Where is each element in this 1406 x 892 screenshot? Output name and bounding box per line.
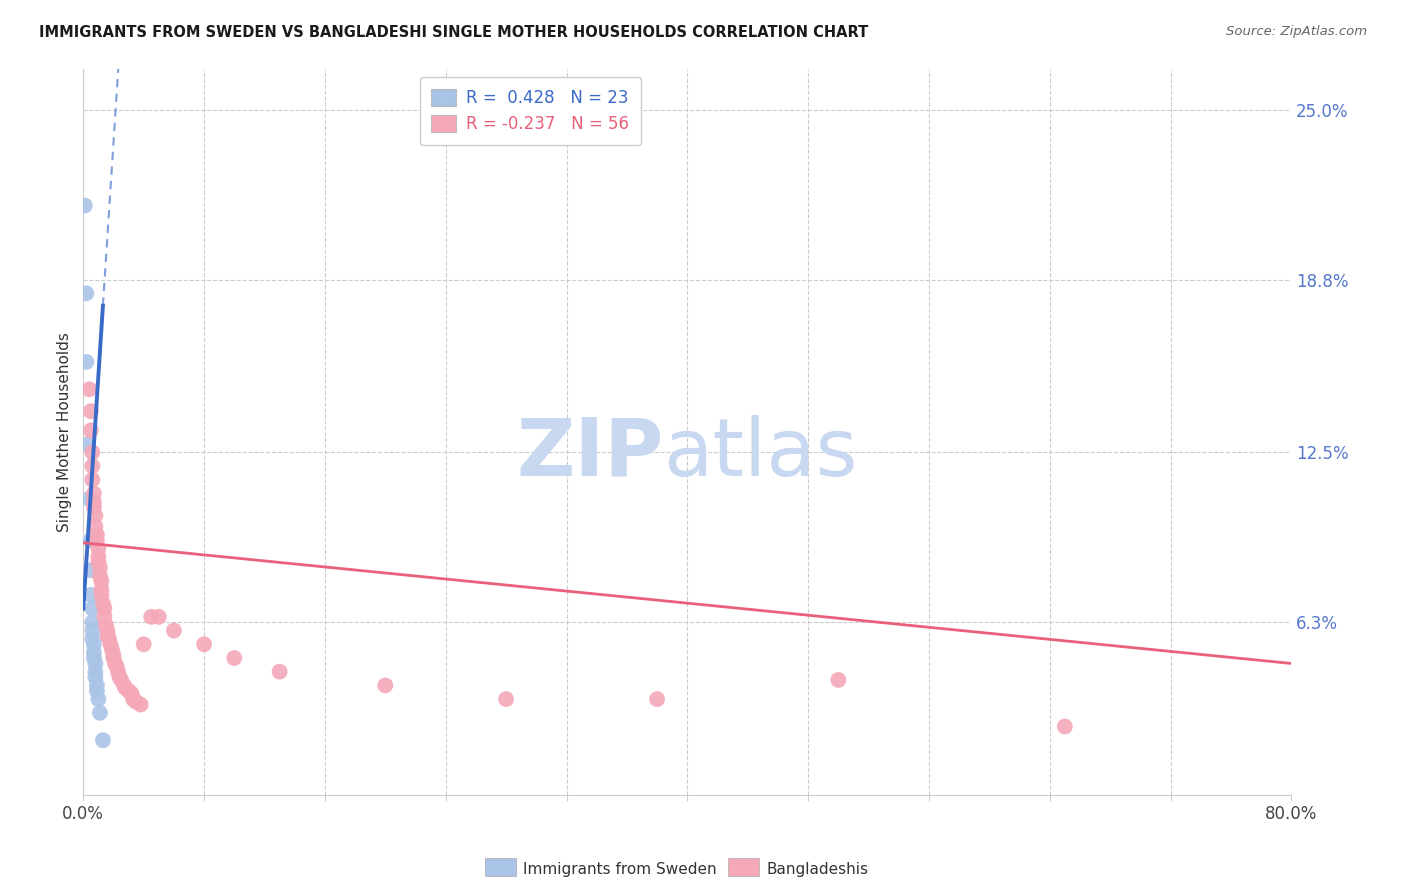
Point	[121, 687, 143, 701]
Point	[112, 678, 135, 692]
Point	[495, 692, 517, 706]
Point	[82, 632, 104, 646]
Point	[87, 541, 110, 556]
Point	[96, 624, 118, 638]
Point	[86, 678, 108, 692]
Y-axis label: Single Mother Households: Single Mother Households	[58, 332, 72, 532]
Point	[163, 624, 186, 638]
Point	[104, 657, 127, 671]
Point	[86, 684, 108, 698]
Point	[84, 508, 107, 523]
Point	[269, 665, 291, 679]
Point	[193, 637, 215, 651]
Point	[75, 355, 97, 369]
Text: ZIP: ZIP	[516, 415, 664, 492]
Point	[79, 491, 101, 506]
Point	[90, 582, 112, 597]
Text: atlas: atlas	[664, 415, 858, 492]
Point	[83, 486, 105, 500]
Point	[141, 610, 163, 624]
Point	[87, 692, 110, 706]
Point	[103, 648, 125, 663]
Text: IMMIGRANTS FROM SWEDEN VS BANGLADESHI SINGLE MOTHER HOUSEHOLDS CORRELATION CHART: IMMIGRANTS FROM SWEDEN VS BANGLADESHI SI…	[39, 25, 869, 40]
Point	[91, 733, 114, 747]
Point	[122, 692, 145, 706]
Point	[374, 678, 396, 692]
Point	[148, 610, 170, 624]
Point	[108, 670, 131, 684]
Point	[827, 673, 849, 687]
Legend: R =  0.428   N = 23, R = -0.237   N = 56: R = 0.428 N = 23, R = -0.237 N = 56	[419, 77, 641, 145]
Point	[82, 473, 104, 487]
Point	[73, 198, 96, 212]
Text: Source: ZipAtlas.com: Source: ZipAtlas.com	[1226, 25, 1367, 38]
Point	[90, 574, 112, 589]
Point	[107, 665, 129, 679]
Point	[89, 560, 111, 574]
Point	[96, 629, 118, 643]
Point	[84, 519, 107, 533]
Point	[89, 706, 111, 720]
Point	[87, 549, 110, 564]
Point	[80, 588, 103, 602]
Point	[125, 695, 148, 709]
Point	[105, 659, 128, 673]
Point	[86, 527, 108, 541]
Point	[82, 624, 104, 638]
Point	[83, 494, 105, 508]
Point	[1053, 719, 1076, 733]
Point	[91, 596, 114, 610]
Point	[110, 673, 132, 687]
Point	[80, 563, 103, 577]
Point	[82, 458, 104, 473]
Point	[645, 692, 668, 706]
Text: Immigrants from Sweden: Immigrants from Sweden	[523, 863, 717, 877]
Point	[82, 445, 104, 459]
Point	[86, 533, 108, 547]
Point	[132, 637, 155, 651]
Point	[82, 615, 104, 630]
Point	[103, 651, 125, 665]
Point	[117, 684, 139, 698]
Point	[129, 698, 152, 712]
Point	[75, 286, 97, 301]
Point	[84, 657, 107, 671]
Point	[94, 618, 117, 632]
Point	[76, 437, 98, 451]
Point	[89, 568, 111, 582]
Point	[114, 681, 136, 695]
Point	[80, 404, 103, 418]
Point	[83, 637, 105, 651]
Text: Bangladeshis: Bangladeshis	[766, 863, 869, 877]
Point	[83, 645, 105, 659]
Point	[224, 651, 246, 665]
Point	[101, 642, 124, 657]
Point	[79, 382, 101, 396]
Point	[80, 533, 103, 547]
Point	[100, 637, 122, 651]
Point	[90, 588, 112, 602]
Point	[80, 424, 103, 438]
Point	[84, 670, 107, 684]
Point	[83, 651, 105, 665]
Point	[93, 601, 115, 615]
Point	[83, 500, 105, 515]
Point	[87, 555, 110, 569]
Point	[84, 665, 107, 679]
Point	[97, 632, 120, 646]
Point	[93, 610, 115, 624]
Point	[82, 601, 104, 615]
